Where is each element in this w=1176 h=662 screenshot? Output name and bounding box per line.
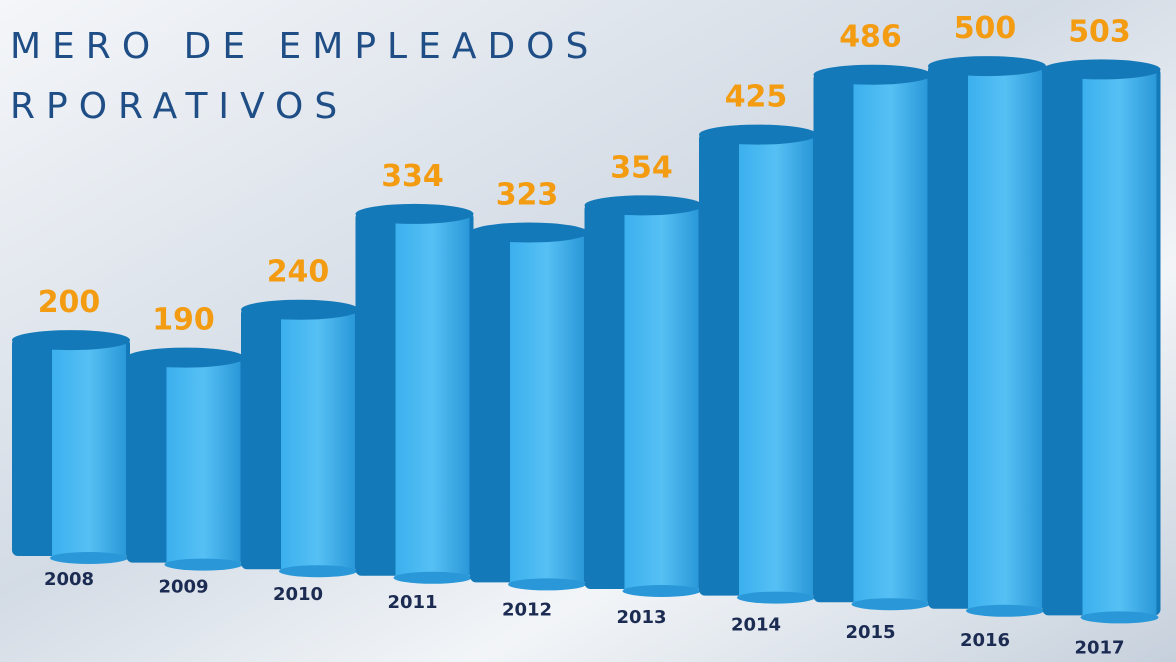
- bar-face: [1082, 73, 1157, 618]
- x-tick-label: 2015: [845, 622, 895, 643]
- x-tick-label: 2017: [1074, 637, 1124, 658]
- bar-bottom: [737, 591, 815, 604]
- bar-top: [928, 56, 1046, 77]
- x-tick-label: 2008: [44, 569, 94, 590]
- value-label: 240: [267, 255, 330, 290]
- bar-bottom: [1080, 611, 1159, 624]
- bar-top: [699, 124, 817, 145]
- bar-face: [624, 209, 699, 591]
- x-tick-label: 2013: [616, 607, 666, 628]
- value-label: 500: [954, 11, 1017, 46]
- x-tick-label: 2010: [273, 584, 323, 605]
- bar-bottom: [851, 598, 930, 611]
- bar-bottom: [164, 558, 243, 571]
- bar-top: [584, 195, 703, 216]
- value-label: 334: [381, 159, 444, 194]
- bar-face: [853, 78, 928, 605]
- chart-title: MERO DE EMPLEADOS: [10, 26, 599, 67]
- bar-face: [968, 70, 1042, 611]
- bar-top: [355, 203, 474, 224]
- x-tick-label: 2012: [502, 599, 552, 620]
- x-tick-label: 2014: [731, 615, 781, 636]
- bar-face: [281, 313, 355, 572]
- bar-bottom: [393, 571, 472, 584]
- value-label: 354: [610, 150, 673, 185]
- value-label: 200: [38, 285, 101, 320]
- bar-top: [126, 347, 245, 368]
- bar-face: [52, 344, 126, 558]
- bar-face: [395, 217, 470, 578]
- bar-bottom: [508, 578, 586, 591]
- bar-bottom: [50, 552, 128, 564]
- bar-bottom: [966, 604, 1044, 617]
- bar-top: [12, 330, 130, 351]
- bar-top: [241, 299, 359, 320]
- value-label: 323: [496, 178, 559, 213]
- bar-top: [470, 222, 588, 243]
- x-tick-label: 2011: [387, 592, 437, 613]
- bar-face: [166, 361, 241, 565]
- bar-top: [1042, 59, 1161, 80]
- x-tick-label: 2016: [960, 630, 1010, 651]
- bar-top: [813, 64, 932, 85]
- bar-bottom: [279, 565, 357, 578]
- x-tick-label: 2009: [158, 577, 208, 598]
- value-label: 190: [152, 303, 215, 338]
- value-label: 486: [839, 20, 902, 55]
- bar-bottom: [622, 585, 701, 597]
- value-label: 503: [1068, 14, 1131, 49]
- chart-title: RPORATIVOS: [10, 86, 348, 127]
- bar-face: [739, 138, 813, 598]
- bar-face: [510, 236, 584, 585]
- value-label: 425: [725, 80, 788, 115]
